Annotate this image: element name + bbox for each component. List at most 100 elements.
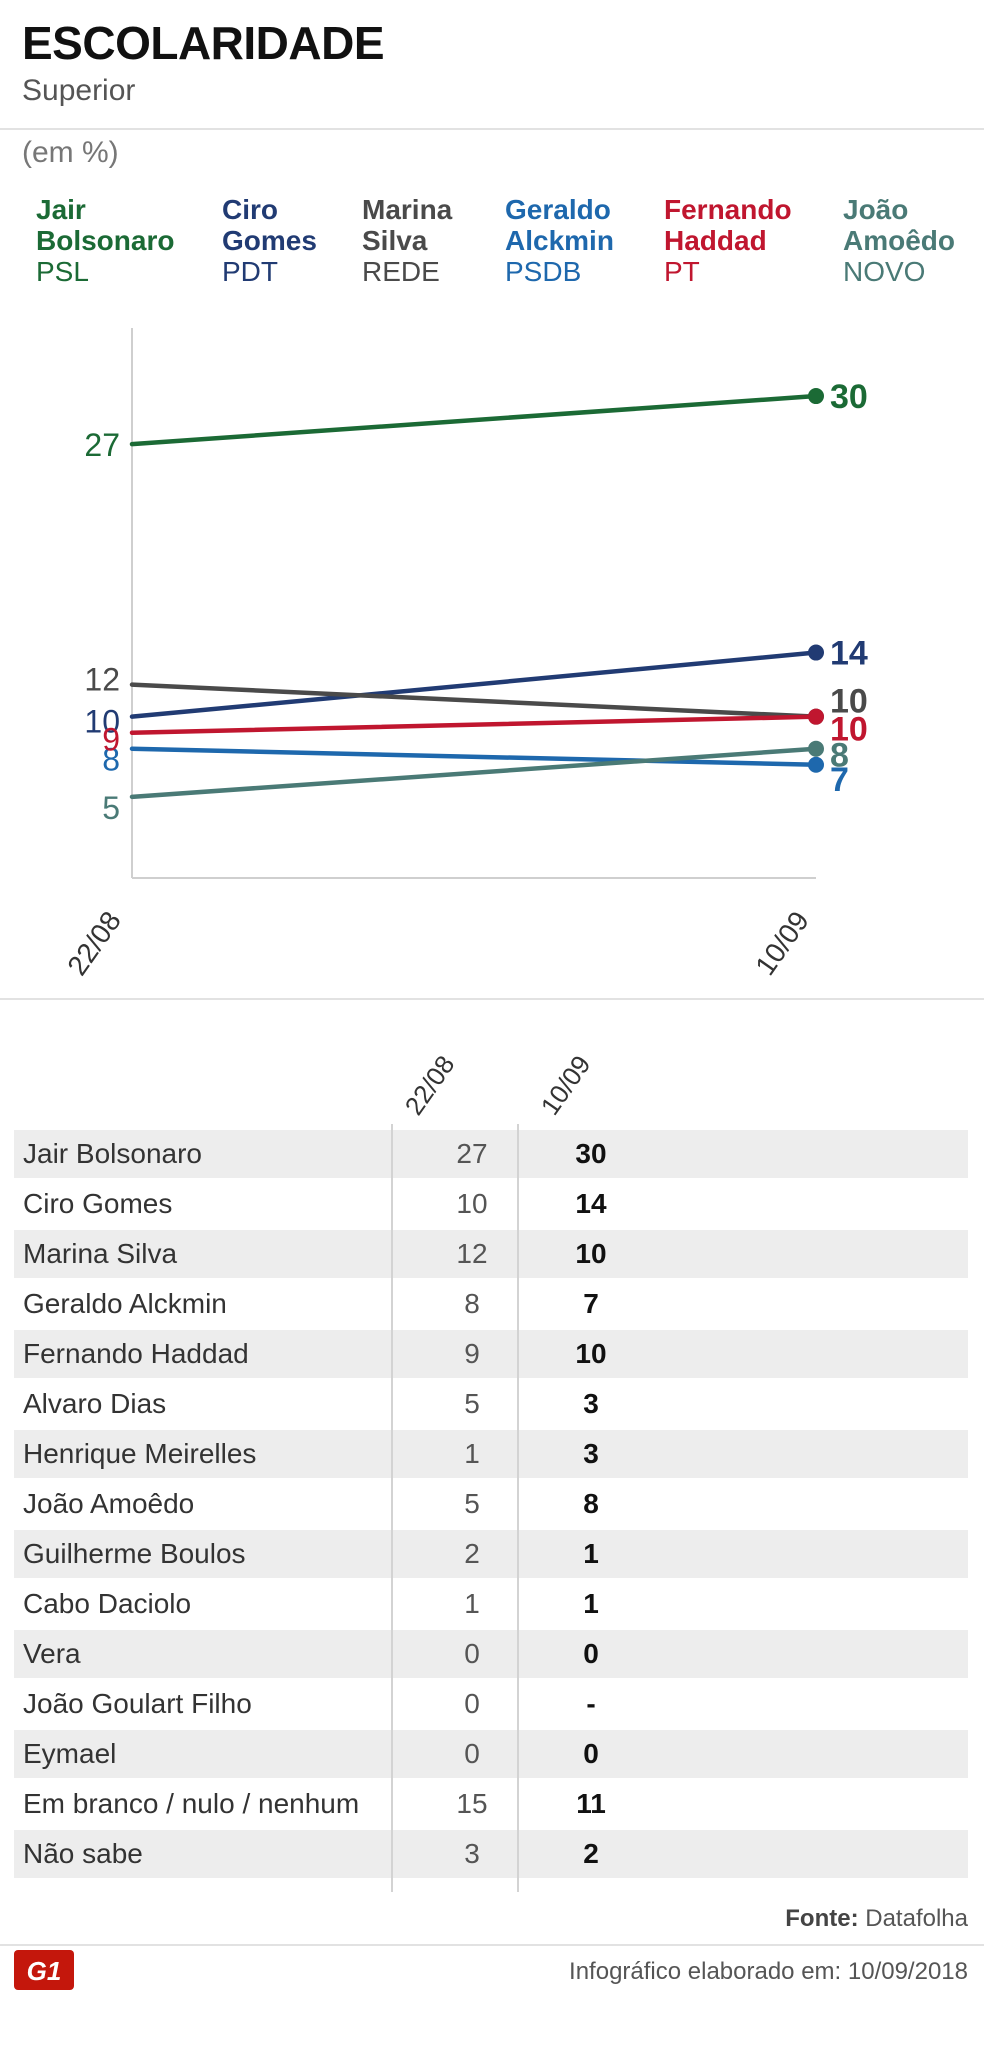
candidate-name: João Amoêdo [23,1488,195,1519]
candidate-name: Ciro Gomes [23,1188,173,1219]
legend-party: PT [664,256,700,287]
value-1009: - [586,1688,596,1719]
table-row: Geraldo Alckmin 8 7 [14,1280,968,1328]
candidate-name: Em branco / nulo / nenhum [23,1788,360,1819]
legend-name: Bolsonaro [36,225,175,256]
value-2208: 2 [464,1538,480,1569]
value-1009: 14 [575,1188,607,1219]
candidate-name: Alvaro Dias [23,1388,167,1419]
legend-party: NOVO [843,256,926,287]
table-row: Alvaro Dias 5 3 [14,1380,968,1428]
value-1009: 10 [575,1338,607,1369]
end-value-label: 14 [830,635,868,673]
legend-name: Silva [362,225,428,256]
table-row: Cabo Daciolo 1 1 [14,1580,968,1628]
series-line [129,393,819,447]
start-value-label: 12 [84,662,120,698]
candidate-name: João Goulart Filho [23,1688,252,1719]
page-subtitle: Superior [22,74,136,107]
end-value-label: 8 [830,737,849,775]
value-1009: 3 [583,1388,599,1419]
table-row: Jair Bolsonaro 27 30 [14,1130,968,1178]
end-value-label: 10 [830,711,868,749]
table-row: Não sabe 3 2 [14,1830,968,1878]
value-2208: 9 [464,1338,480,1369]
series-end-point [808,756,824,773]
value-1009: 0 [583,1738,599,1769]
g1-logo: G1 [14,1950,74,1990]
page-title: ESCOLARIDADE [22,17,385,69]
value-2208: 5 [464,1388,480,1419]
legend-entry: Ciro Gomes PDT [222,194,317,287]
legend-entry: João Amoêdo NOVO [843,194,955,287]
value-2208: 10 [456,1188,488,1219]
value-1009: 1 [583,1588,599,1619]
candidate-name: Geraldo Alckmin [23,1288,227,1319]
legend-party: REDE [362,256,440,287]
legend-entry: Marina Silva REDE [362,194,452,287]
series-line [129,746,819,800]
start-value-label: 8 [102,742,120,778]
legend-name: Fernando [664,194,792,225]
value-2208: 15 [456,1788,488,1819]
value-2208: 5 [464,1488,480,1519]
value-2208: 0 [464,1688,480,1719]
value-2208: 12 [456,1238,488,1269]
candidate-name: Vera [23,1638,81,1669]
value-1009: 1 [583,1538,599,1569]
table-row: Em branco / nulo / nenhum 15 11 [14,1780,968,1828]
series-end-point [808,708,824,725]
legend-entry: Fernando Haddad PT [664,194,792,287]
legend-party: PSDB [505,256,582,287]
legend-name: Haddad [664,225,767,256]
series-line [129,682,819,719]
value-1009: 7 [583,1288,599,1319]
start-value-label: 27 [84,427,120,463]
table-row: Ciro Gomes 10 14 [14,1180,968,1228]
start-value-label: 5 [102,790,120,826]
table-row: Fernando Haddad 9 10 [14,1330,968,1378]
column-divider [391,1124,393,1892]
legend-name: Marina [362,194,453,225]
candidate-name: Cabo Daciolo [23,1588,192,1619]
end-value-label: 10 [830,683,868,721]
value-2208: 27 [456,1138,488,1169]
source-credit: Fonte: Datafolha [785,1905,968,1932]
series-end-point [808,740,824,757]
x-tick-label: 22/08 [61,906,127,981]
legend-party: PDT [222,256,278,287]
unit-label: (em %) [22,136,119,169]
value-2208: 1 [464,1588,480,1619]
end-value-label: 30 [830,378,868,416]
legend-name: Jair [36,194,86,225]
value-2208: 1 [464,1438,480,1469]
table-row: Henrique Meirelles 1 3 [14,1430,968,1478]
table-row: Marina Silva 12 10 [14,1230,968,1278]
legend-name: João [843,194,909,225]
start-value-label: 10 [84,704,120,740]
legend-name: Geraldo [505,194,611,225]
end-value-label: 7 [830,761,849,799]
value-1009: 2 [583,1838,599,1869]
legend-name: Alckmin [505,225,614,256]
value-2208: 8 [464,1288,480,1319]
column-divider [517,1124,519,1892]
table-row: João Amoêdo 5 8 [14,1480,968,1528]
candidate-name: Guilherme Boulos [23,1538,246,1569]
chart-divider [0,998,984,1000]
value-1009: 3 [583,1438,599,1469]
value-1009: 30 [575,1138,607,1169]
candidate-name: Fernando Haddad [23,1338,249,1369]
value-1009: 0 [583,1638,599,1669]
footer-divider [0,1944,984,1946]
infographic-date: Infográfico elaborado em: 10/09/2018 [569,1958,968,1985]
start-value-label: 9 [102,722,120,758]
table-row: João Goulart Filho 0 - [14,1680,968,1728]
series-end-point [808,388,824,405]
legend-name: Gomes [222,225,317,256]
legend-entry: Geraldo Alckmin PSDB [505,194,614,287]
series-line [129,650,819,719]
candidate-name: Marina Silva [23,1238,178,1269]
value-1009: 10 [575,1238,607,1269]
